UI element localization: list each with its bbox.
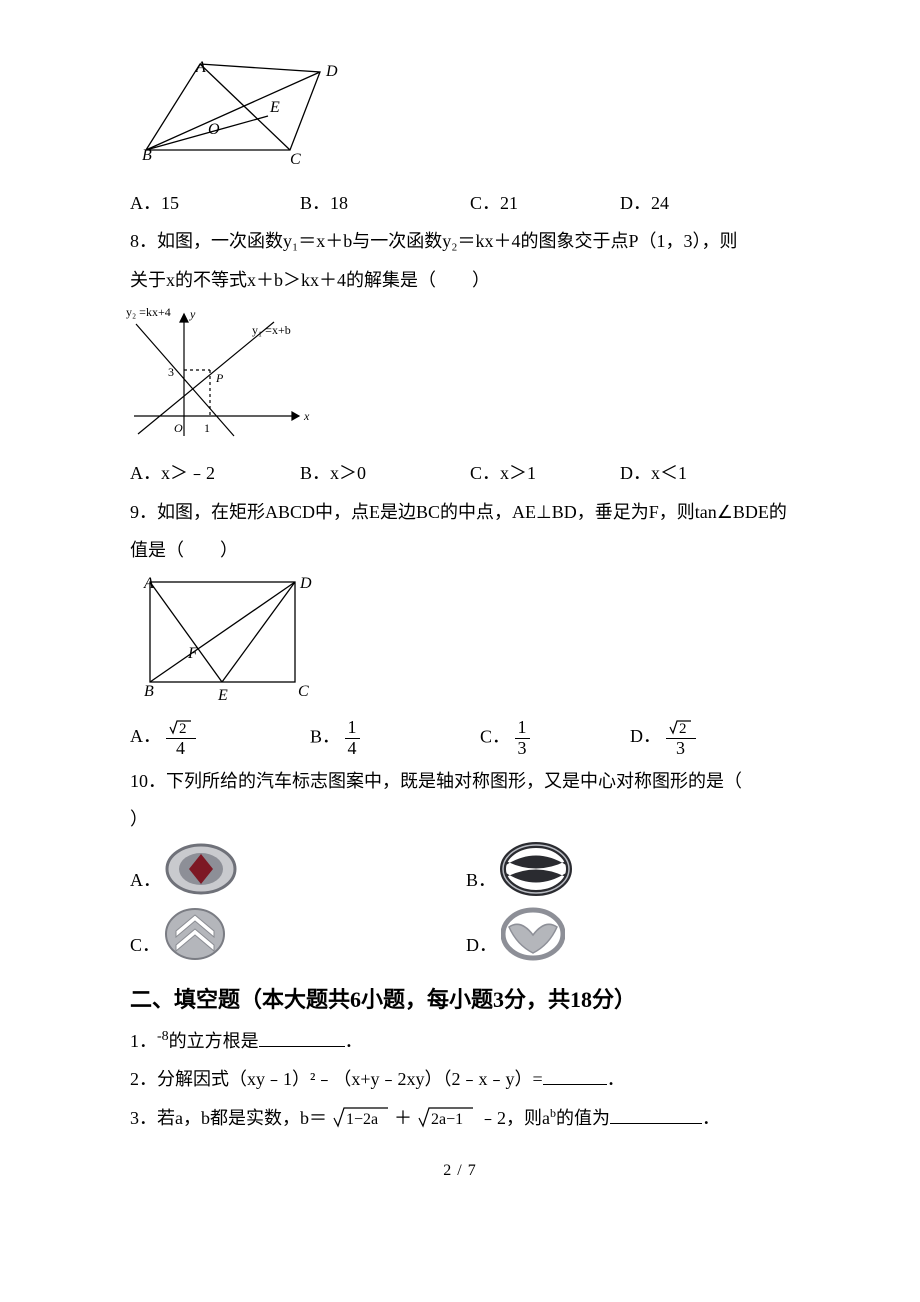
q8-optA: A．x＞﹣2 [130, 457, 215, 489]
q7-label-B: B [142, 147, 152, 164]
q10-logo-mazda [501, 907, 565, 966]
q9-E: E [217, 687, 228, 704]
section2-heading: 二、填空题（本大题共6小题，每小题3分，共18分） [130, 982, 790, 1014]
q10-logo-citroen [164, 907, 226, 966]
fill-q2: 2．分解因式（xy﹣1）²﹣（x+y﹣2xy）（2﹣x﹣y）=． [130, 1063, 790, 1095]
q9-figure: A D B C E F [140, 574, 790, 709]
q7-label-C: C [290, 151, 301, 168]
sqrt-1-2a: 1−2a [332, 1104, 390, 1128]
q10-optA-label: A． [130, 864, 161, 896]
q7-label-D: D [325, 63, 338, 80]
q10-optC-label: C． [130, 929, 160, 961]
q7-optB: B．18 [300, 187, 348, 219]
fill-q3: 3．若a，b都是实数，b＝ 1−2a ＋ 2a−1 ﹣2，则ab的值为． [130, 1102, 790, 1134]
q8-optB: B．x＞0 [300, 457, 366, 489]
q9-F: F [187, 645, 198, 662]
q9-line1: 9．如图，在矩形ABCD中，点E是边BC的中点，AE⊥BD，垂足为F，则tan∠… [130, 496, 790, 528]
q10-optD-label: D． [466, 929, 497, 961]
q8-optC: C．x＞1 [470, 457, 536, 489]
q9-optB: B． 14 [310, 718, 360, 759]
q7-label-E: E [269, 99, 280, 116]
q7-options: A．15 B．18 C．21 D．24 [130, 187, 790, 219]
q9-D: D [299, 575, 312, 592]
q8-y2-label: y₂ =kx+4 [126, 305, 171, 319]
svg-text:2: 2 [179, 721, 187, 735]
svg-text:2a−1: 2a−1 [431, 1111, 463, 1128]
q9-options: A． 2 4 B． 14 C． 13 D． 2 3 [130, 717, 790, 759]
q8-line2: 关于x的不等式x＋b＞kx＋4的解集是（ ） [130, 264, 790, 296]
q9-A: A [143, 575, 154, 592]
q8-y-label: y [189, 307, 196, 321]
fill-q2-blank[interactable] [543, 1084, 607, 1085]
q8-optD: D．x＜1 [620, 457, 687, 489]
q9-C: C [298, 683, 309, 700]
q8-y1-label: y₁ =x+b [252, 323, 291, 337]
q7-optC: C．21 [470, 187, 518, 219]
q7-optD: D．24 [620, 187, 669, 219]
q8-options: A．x＞﹣2 B．x＞0 C．x＞1 D．x＜1 [130, 457, 790, 489]
q8-figure: y₂ =kx+4 y y₁ =x+b P 3 O 1 x [124, 304, 790, 449]
q8-tick-1: 1 [204, 421, 210, 435]
q10-logo-split [500, 842, 572, 901]
q9-optC: C． 13 [480, 718, 530, 759]
q9-line2: 值是（ ） [130, 534, 790, 566]
q7-figure: A D B C O E [140, 58, 790, 179]
q7-optA: A．15 [130, 187, 179, 219]
q8-line1: 8．如图，一次函数y₁＝x＋b与一次函数y₂＝kx＋4的图象交于点P（1，3），… [130, 225, 790, 257]
q8-tick-3: 3 [168, 365, 174, 379]
q10-logo-eye [165, 842, 237, 901]
page-footer: 2 / 7 [130, 1162, 790, 1180]
svg-text:2: 2 [679, 721, 687, 735]
fill-q1-blank[interactable] [259, 1046, 345, 1047]
q7-label-O: O [208, 121, 220, 138]
sqrt-2a-1: 2a−1 [417, 1104, 475, 1128]
q9-optD: D． 2 3 [630, 717, 696, 759]
q8-x-label: x [303, 409, 310, 423]
q9-B: B [144, 683, 154, 700]
q10-line2: ） [130, 803, 790, 835]
q8-O: O [174, 421, 183, 435]
svg-text:1−2a: 1−2a [346, 1111, 378, 1128]
q9-optA: A． 2 4 [130, 717, 196, 759]
fill-q1: 1．-8的立方根是． [130, 1024, 790, 1057]
fill-q3-blank[interactable] [610, 1123, 702, 1124]
q10-optB-label: B． [466, 864, 496, 896]
q10-line1: 10．下列所给的汽车标志图案中，既是轴对称图形，又是中心对称图形的是（ [130, 765, 790, 797]
q8-P-label: P [215, 371, 224, 385]
q7-label-A: A [195, 59, 206, 76]
